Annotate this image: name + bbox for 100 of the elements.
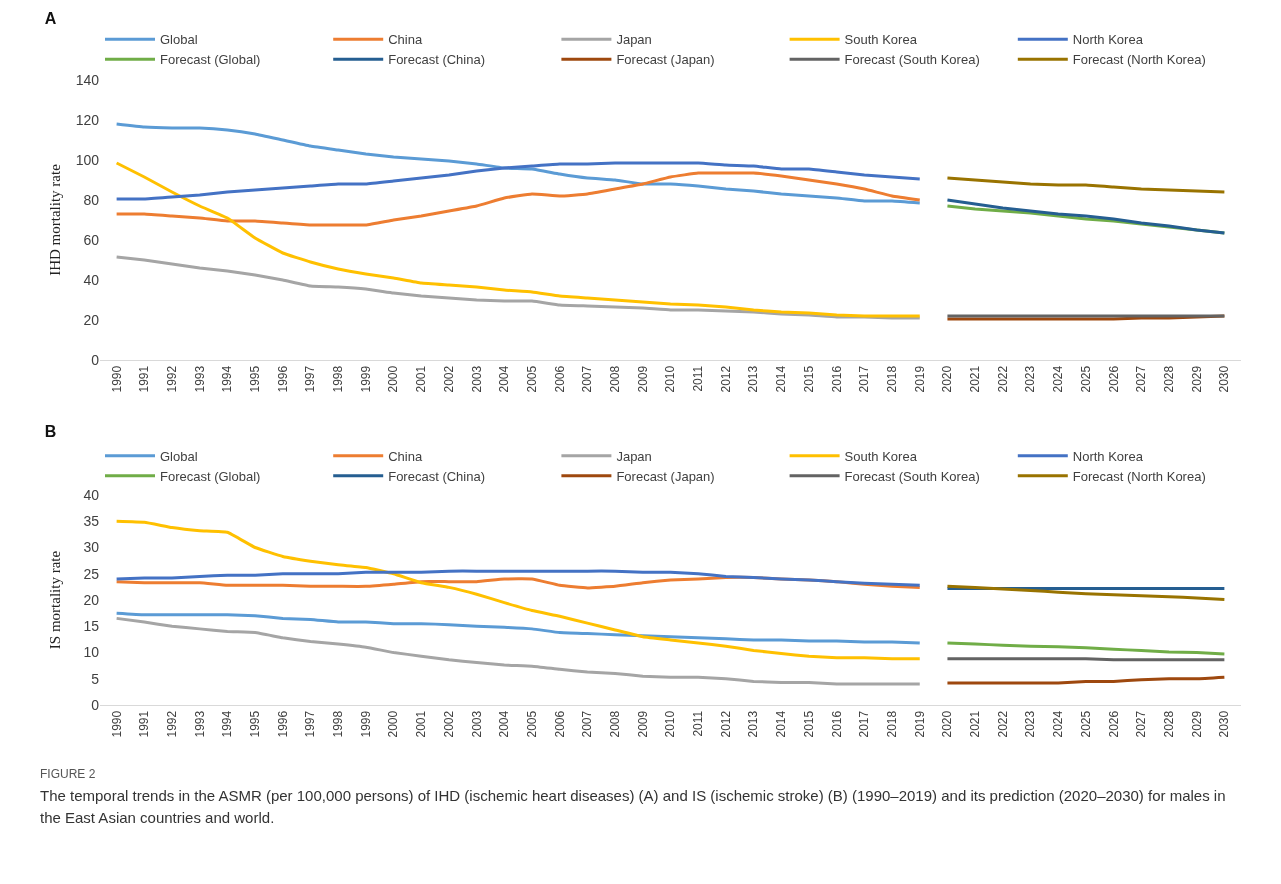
x-tick-label: 1995 <box>247 365 262 393</box>
x-tick-label: 1997 <box>303 710 318 738</box>
x-tick-label: 2027 <box>1134 710 1149 738</box>
legend-label: Forecast (Global) <box>160 468 261 484</box>
x-tick-label: 2007 <box>580 365 595 393</box>
x-tick-label: 2009 <box>635 710 650 738</box>
x-tick-label: 2028 <box>1161 710 1176 738</box>
legend-label: South Korea <box>844 32 918 48</box>
x-tick-label: 1999 <box>358 710 373 738</box>
line-series <box>115 519 922 661</box>
x-tick-label: 2003 <box>469 710 484 738</box>
x-tick-label: 2027 <box>1134 365 1149 393</box>
y-tick-label: 100 <box>75 151 100 168</box>
y-tick-label: 35 <box>83 513 100 530</box>
x-tick-label: 2013 <box>746 710 761 738</box>
x-tick-label: 2006 <box>552 365 567 393</box>
chart-title: A <box>44 9 57 27</box>
x-tick-label: 1993 <box>192 710 207 738</box>
x-tick-label: 1994 <box>220 710 235 738</box>
x-tick-label: 1991 <box>137 365 152 393</box>
legend-label: North Korea <box>1072 32 1144 48</box>
x-tick-label: 2009 <box>635 365 650 393</box>
x-tick-label: 2026 <box>1106 710 1121 738</box>
x-tick-label: 2020 <box>940 710 955 738</box>
line-series <box>115 161 922 318</box>
y-tick-label: 60 <box>83 231 100 248</box>
x-tick-label: 2001 <box>414 710 429 738</box>
x-tick-label: 2006 <box>552 710 567 738</box>
x-tick-label: 2010 <box>663 710 678 738</box>
line-series <box>945 641 1226 656</box>
x-tick-label: 2011 <box>691 365 706 392</box>
x-tick-label: 2028 <box>1161 365 1176 393</box>
x-tick-label: 2018 <box>884 710 899 738</box>
line-series <box>115 569 922 587</box>
legend-label: Global <box>160 448 198 464</box>
x-tick-label: 2029 <box>1189 710 1204 738</box>
x-tick-label: 2020 <box>940 365 955 393</box>
x-tick-label: 1994 <box>220 365 235 393</box>
x-tick-label: 2015 <box>801 710 816 738</box>
line-series <box>945 176 1226 194</box>
x-tick-label: 2022 <box>995 365 1010 393</box>
line-series <box>115 255 922 320</box>
y-tick-label: 10 <box>83 644 100 661</box>
x-tick-label: 1992 <box>164 710 179 738</box>
legend-label: Forecast (Japan) <box>616 468 715 484</box>
y-tick-label: 20 <box>83 311 100 328</box>
y-tick-label: 40 <box>83 271 100 288</box>
x-tick-label: 2017 <box>857 710 872 738</box>
x-tick-label: 1995 <box>247 710 262 738</box>
x-tick-label: 1990 <box>109 710 124 738</box>
x-tick-label: 2008 <box>608 710 623 738</box>
x-tick-label: 2015 <box>801 365 816 393</box>
y-tick-label: 30 <box>83 539 100 556</box>
y-tick-label: 15 <box>83 618 100 635</box>
line-series <box>115 171 922 227</box>
x-tick-label: 2025 <box>1078 710 1093 738</box>
x-tick-label: 2008 <box>608 365 623 393</box>
legend-label: Forecast (Japan) <box>616 52 715 68</box>
legend-label: Forecast (South Korea) <box>844 52 980 68</box>
legend-label: Japan <box>616 32 652 48</box>
legend-label: North Korea <box>1072 448 1144 464</box>
x-tick-label: 1996 <box>275 365 290 393</box>
x-tick-label: 2001 <box>414 365 429 393</box>
y-tick-label: 40 <box>83 486 100 503</box>
line-series <box>115 616 922 686</box>
x-tick-label: 2021 <box>968 710 983 738</box>
legend-label: Japan <box>616 448 652 464</box>
y-tick-label: 140 <box>75 71 100 88</box>
x-tick-label: 2004 <box>497 365 512 393</box>
x-tick-label: 2019 <box>912 710 927 738</box>
x-tick-label: 2012 <box>718 365 733 393</box>
x-tick-label: 2014 <box>774 365 789 393</box>
x-tick-label: 2023 <box>1023 365 1038 393</box>
chart-title: B <box>44 422 57 440</box>
x-tick-label: 1998 <box>331 710 346 738</box>
x-tick-label: 1997 <box>303 365 318 393</box>
x-tick-label: 2004 <box>497 710 512 738</box>
x-tick-label: 1991 <box>137 710 152 738</box>
y-tick-label: 0 <box>91 351 100 368</box>
x-tick-label: 2012 <box>718 710 733 738</box>
x-tick-label: 2002 <box>441 365 456 393</box>
legend-label: Forecast (North Korea) <box>1072 468 1206 484</box>
legend-label: China <box>388 32 423 48</box>
x-tick-label: 2026 <box>1106 365 1121 393</box>
line-series <box>115 611 922 645</box>
x-tick-label: 2024 <box>1051 365 1066 393</box>
x-tick-label: 2017 <box>857 365 872 393</box>
x-tick-label: 2023 <box>1023 710 1038 738</box>
legend-label: Forecast (China) <box>388 468 486 484</box>
line-series <box>945 584 1226 601</box>
x-tick-label: 2010 <box>663 365 678 393</box>
caption: FIGURE 2 <box>40 766 97 783</box>
y-tick-label: 80 <box>83 191 100 208</box>
x-tick-label: 1990 <box>109 365 124 393</box>
legend-label: Forecast (South Korea) <box>844 468 980 484</box>
y-tick-label: 25 <box>83 565 100 582</box>
line-series <box>115 161 922 201</box>
x-tick-label: 2002 <box>441 710 456 738</box>
x-tick-label: 2030 <box>1217 365 1232 393</box>
x-tick-label: 2014 <box>774 710 789 738</box>
